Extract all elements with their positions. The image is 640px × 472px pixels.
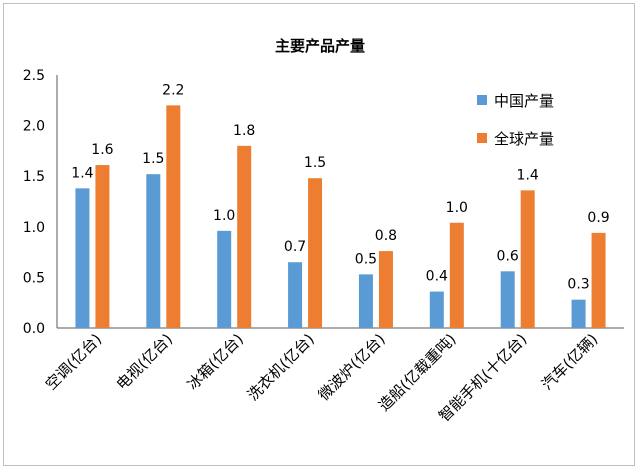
data-label: 0.8 <box>375 228 397 244</box>
x-category-label: 洗衣机(亿台) <box>244 330 318 404</box>
bar-chart: 主要产品产量 0.0 0.5 1.0 1.5 2.0 2.5 空调(亿台) 电视(亿台) 冰箱(… <box>23 37 624 425</box>
x-category-label: 微波炉(亿台) <box>315 330 389 404</box>
data-label: 0.7 <box>284 239 306 255</box>
y-tick-label: 2.5 <box>23 68 45 84</box>
bar-global <box>237 145 252 328</box>
data-label: 1.6 <box>91 142 113 158</box>
data-label: 1.5 <box>142 151 164 167</box>
bar-china <box>358 274 373 328</box>
y-tick-label: 0.0 <box>23 321 45 337</box>
bar-global <box>520 190 535 328</box>
x-category-label: 汽车(亿辆) <box>538 330 601 393</box>
bar-global <box>95 165 110 328</box>
bar-china <box>288 262 303 328</box>
bar-china <box>500 271 515 328</box>
y-tick-label: 1.5 <box>23 169 45 185</box>
y-tick-label: 0.5 <box>23 270 45 286</box>
chart-frame: 主要产品产量 0.0 0.5 1.0 1.5 2.0 2.5 空调(亿台) 电视(亿台) 冰箱(… <box>3 3 635 466</box>
legend-label: 全球产量 <box>494 130 554 148</box>
y-tick-label: 2.0 <box>23 119 45 135</box>
x-category-label: 电视(亿台) <box>113 330 176 393</box>
data-label: 0.3 <box>567 277 589 293</box>
bars <box>75 105 606 328</box>
data-label: 1.0 <box>213 208 235 224</box>
data-label: 1.4 <box>517 167 539 183</box>
bar-china <box>75 188 90 328</box>
data-labels: 1.4 1.6 1.5 2.2 1.0 1.8 0.7 1.5 0.5 0.8 0.4 1.0 0.6 1… <box>71 82 609 292</box>
bar-global <box>449 222 464 328</box>
data-label: 2.2 <box>162 82 184 98</box>
bar-global <box>166 105 181 328</box>
bar-global <box>378 251 393 328</box>
data-label: 1.4 <box>71 165 93 181</box>
data-label: 1.5 <box>304 155 326 171</box>
data-label: 1.8 <box>233 123 255 139</box>
x-category-label: 空调(亿台) <box>42 330 105 393</box>
chart-title: 主要产品产量 <box>275 37 365 55</box>
legend-label: 中国产量 <box>494 92 554 110</box>
data-label: 0.9 <box>587 210 609 226</box>
bar-china <box>146 174 161 328</box>
data-label: 0.5 <box>355 251 377 267</box>
bar-china <box>217 230 232 328</box>
bar-global <box>591 232 606 328</box>
data-label: 0.4 <box>426 269 448 285</box>
bar-china <box>429 291 444 328</box>
bar-global <box>308 178 323 328</box>
bar-china <box>571 299 586 328</box>
data-label: 1.0 <box>446 200 468 216</box>
legend-swatch <box>477 95 487 105</box>
legend-swatch <box>477 133 487 143</box>
data-label: 0.6 <box>497 248 519 264</box>
x-category-label: 冰箱(亿台) <box>184 330 247 393</box>
y-tick-label: 1.0 <box>23 220 45 236</box>
